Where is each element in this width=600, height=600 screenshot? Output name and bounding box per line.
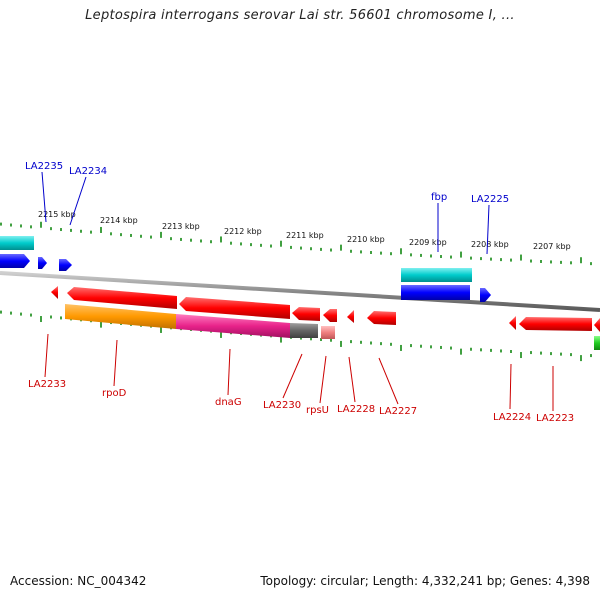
green-feature[interactable] <box>594 336 600 350</box>
gray-feature[interactable] <box>290 323 318 338</box>
reverse-gene-arrow[interactable] <box>509 316 516 330</box>
gene-label-la2227[interactable]: LA2227 <box>379 406 417 417</box>
gene-label-la2234[interactable]: LA2234 <box>69 166 107 177</box>
reverse-gene-arrow[interactable] <box>51 286 58 299</box>
kbp-label: 2211 kbp <box>286 231 324 240</box>
magenta-feature[interactable] <box>176 314 290 338</box>
map-title: Leptospira interrogans serovar Lai str. … <box>85 8 515 23</box>
accession-text: Accession: NC_004342 <box>10 574 147 588</box>
forward-gene-arrow[interactable] <box>401 285 470 300</box>
forward-gene-arrow[interactable] <box>0 254 30 268</box>
forward-gene-arrow[interactable] <box>59 259 72 271</box>
upper-label-leaders <box>41 171 490 255</box>
forward-gene-arrow[interactable] <box>38 257 47 269</box>
topology-summary-text: Topology: circular; Length: 4,332,241 bp… <box>260 574 590 588</box>
gene-label-la2228[interactable]: LA2228 <box>337 404 375 415</box>
orange-feature[interactable] <box>65 304 176 329</box>
chromosome-backbone <box>0 271 600 312</box>
reverse-gene-arrow[interactable] <box>367 311 396 325</box>
kbp-label: 2209 kbp <box>409 238 447 247</box>
reverse-gene-arrow[interactable] <box>292 307 320 321</box>
reverse-gene-arrow[interactable] <box>594 318 600 332</box>
gene-label-rpod[interactable]: rpoD <box>102 388 127 399</box>
upper-features <box>0 236 491 302</box>
reverse-gene-arrow[interactable] <box>519 317 592 331</box>
gene-label-la2225[interactable]: LA2225 <box>471 194 509 205</box>
gene-label-la2224[interactable]: LA2224 <box>493 412 531 423</box>
gene-label-dnag[interactable]: dnaG <box>215 397 242 408</box>
cyan-feature[interactable] <box>0 236 34 250</box>
reverse-gene-arrow[interactable] <box>179 297 290 319</box>
reverse-gene-arrow[interactable] <box>347 310 354 323</box>
kbp-label: 2212 kbp <box>224 227 262 236</box>
reverse-gene-arrow[interactable] <box>67 287 177 309</box>
kbp-label: 2214 kbp <box>100 216 138 225</box>
kbp-label: 2213 kbp <box>162 222 200 231</box>
lower-label-leaders <box>44 333 554 411</box>
forward-gene-arrow[interactable] <box>480 288 491 302</box>
gene-label-la2230[interactable]: LA2230 <box>263 400 301 411</box>
kbp-label: 2215 kbp <box>38 210 76 219</box>
kbp-label: 2207 kbp <box>533 242 571 251</box>
pink-feature[interactable] <box>321 326 335 339</box>
lower-features <box>51 286 600 350</box>
gene-label-rpsu[interactable]: rpsU <box>306 405 329 416</box>
reverse-gene-arrow[interactable] <box>323 309 337 322</box>
gene-label-la2233[interactable]: LA2233 <box>28 379 66 390</box>
kbp-label: 2210 kbp <box>347 235 385 244</box>
cyan-feature[interactable] <box>401 268 472 282</box>
gene-label-la2223[interactable]: LA2223 <box>536 413 574 424</box>
gene-label-fbp[interactable]: fbp <box>431 192 447 203</box>
kbp-label: 2208 kbp <box>471 240 509 249</box>
gene-label-la2235[interactable]: LA2235 <box>25 161 63 172</box>
upper-tick-ring <box>0 221 592 266</box>
